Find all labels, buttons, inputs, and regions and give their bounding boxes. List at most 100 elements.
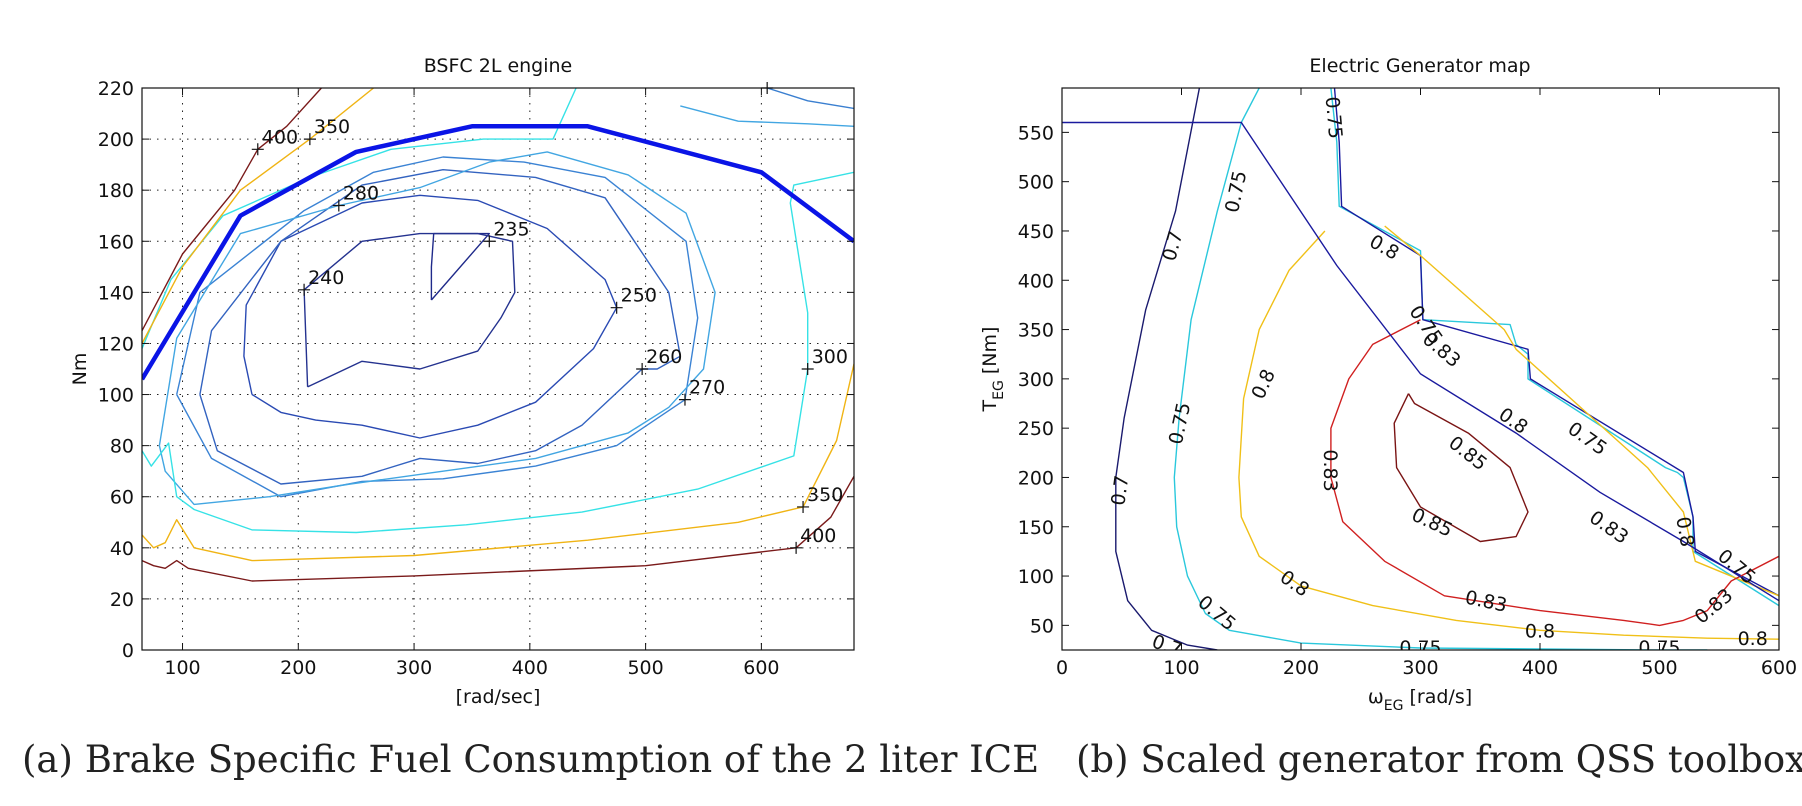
bsfc-contour-label: 235 xyxy=(493,218,529,240)
bsfc-max-torque-line xyxy=(142,124,854,381)
generator-xtick-label: 300 xyxy=(1402,657,1438,679)
bsfc-ytick-label: 160 xyxy=(98,231,134,253)
bsfc-contour-label: 270 xyxy=(689,377,725,399)
generator-contour-label: 0.8 xyxy=(1671,515,1698,549)
generator-contour-0.83 xyxy=(1330,319,1779,627)
generator-xtick-label: 500 xyxy=(1641,657,1677,679)
bsfc-contour-label: 240 xyxy=(308,267,344,289)
bsfc-ytick-label: 0 xyxy=(122,640,134,662)
generator-contour-label: 0.8 xyxy=(1525,620,1555,642)
generator-ytick-label: 550 xyxy=(1018,122,1054,144)
generator-contour-0.8 xyxy=(1384,225,1779,597)
bsfc-ytick-label: 120 xyxy=(98,333,134,355)
bsfc-contours xyxy=(142,88,854,582)
generator-ylabel-sub: EG xyxy=(991,380,1007,400)
generator-ytick-label: 250 xyxy=(1018,418,1054,440)
generator-xlabel: ωEG [rad/s] xyxy=(1368,686,1472,714)
generator-xtick-label: 0 xyxy=(1056,657,1068,679)
generator-contour-label: 0.8 xyxy=(1738,628,1768,650)
generator-contour-label: 0.75 xyxy=(1321,96,1347,140)
bsfc-contour-label: 300 xyxy=(812,346,848,368)
bsfc-contour-label: 280 xyxy=(343,183,379,205)
bsfc-plot-area xyxy=(142,88,854,650)
bsfc-marker xyxy=(298,283,311,296)
bsfc-ytick-label: 60 xyxy=(110,487,134,509)
bsfc-marker xyxy=(636,363,649,375)
bsfc-marker xyxy=(303,133,316,146)
bsfc-ytick-label: 80 xyxy=(110,436,134,458)
generator-ytick-label: 500 xyxy=(1018,172,1054,194)
bsfc-contour-edge xyxy=(766,88,854,110)
bsfc-xlabel: [rad/sec] xyxy=(456,686,541,708)
generator-plot-area xyxy=(1062,88,1779,650)
bsfc-contour-350 xyxy=(142,363,854,562)
bsfc-ytick-label: 100 xyxy=(98,385,134,407)
bsfc-contour-400 xyxy=(142,88,322,332)
bsfc-contour-240 xyxy=(303,232,516,388)
bsfc-contour-300 xyxy=(142,88,577,349)
generator-contour-0.8 xyxy=(1238,230,1779,640)
bsfc-contour-labels: 235 240 250 260 270 280 300 350 350 400 400 xyxy=(262,116,848,547)
bsfc-marker xyxy=(801,363,814,375)
bsfc-contour-280 xyxy=(158,151,716,506)
bsfc-contour-260 xyxy=(199,168,681,485)
bsfc-contour-label: 250 xyxy=(621,285,657,307)
generator-ytick-label: 350 xyxy=(1018,320,1054,342)
bsfc-marker xyxy=(678,393,691,406)
bsfc-ytick-label: 20 xyxy=(110,589,134,611)
generator-contour-0.75 xyxy=(1333,88,1779,597)
bsfc-xtick-label: 500 xyxy=(627,657,663,679)
bsfc-contour-label: 260 xyxy=(646,346,682,368)
generator-xtick-label: 400 xyxy=(1522,657,1558,679)
bsfc-marker xyxy=(332,199,345,212)
bsfc-markers xyxy=(251,82,814,554)
bsfc-ytick-label: 180 xyxy=(98,180,134,202)
generator-ytick-label: 200 xyxy=(1018,467,1054,489)
generator-xtick-label: 200 xyxy=(1283,657,1319,679)
bsfc-ytick-label: 140 xyxy=(98,282,134,304)
generator-xtick-label: 600 xyxy=(1761,657,1797,679)
bsfc-ytick-label: 220 xyxy=(98,78,134,100)
bsfc-ytick-label: 40 xyxy=(110,538,134,560)
bsfc-max-torque xyxy=(142,124,854,381)
bsfc-xtick-label: 600 xyxy=(743,657,779,679)
generator-xlabel-symbol: ω xyxy=(1368,686,1384,708)
generator-ylabel-symbol: T xyxy=(979,399,1001,412)
bsfc-marker xyxy=(483,235,496,248)
generator-contour-0.75 xyxy=(1173,88,1708,650)
bsfc-contour-400 xyxy=(142,475,854,582)
generator-chart: 0.750.750.7 0.80.750.830.80.75 0.8 0.750.85… xyxy=(979,55,1797,714)
caption-a: (a) Brake Specific Fuel Consumption of t… xyxy=(22,738,1040,781)
generator-ytick-label: 150 xyxy=(1018,517,1054,539)
generator-ytick-label: 450 xyxy=(1018,221,1054,243)
bsfc-contour-label: 400 xyxy=(800,525,836,547)
bsfc-contour-250 xyxy=(243,194,618,439)
generator-ticks: 0 100 200 300 400 500 600 50 100 150 200 250 300 350 4… xyxy=(1018,88,1797,679)
generator-contour-label: 0.83 xyxy=(1319,449,1341,491)
bsfc-marker xyxy=(251,143,264,156)
bsfc-contour-350 xyxy=(142,88,374,344)
bsfc-xtick-label: 400 xyxy=(512,657,548,679)
generator-ytick-label: 400 xyxy=(1018,270,1054,292)
bsfc-title: BSFC 2L engine xyxy=(424,55,573,77)
bsfc-marker xyxy=(797,500,810,513)
generator-title: Electric Generator map xyxy=(1309,55,1530,77)
generator-contour-0.85 xyxy=(1393,393,1529,543)
bsfc-contour-label: 350 xyxy=(807,484,843,506)
generator-xlabel-unit: [rad/s] xyxy=(1403,686,1472,708)
generator-xlabel-sub: EG xyxy=(1384,698,1404,714)
generator-ylabel: TEG [Nm] xyxy=(979,327,1007,413)
generator-envelope xyxy=(1062,121,1779,602)
bsfc-contour-label: 350 xyxy=(314,116,350,138)
bsfc-xtick-label: 100 xyxy=(164,657,200,679)
generator-ylabel-unit: [Nm] xyxy=(979,327,1001,381)
bsfc-contour-label: 400 xyxy=(262,126,298,148)
generator-ytick-label: 300 xyxy=(1018,369,1054,391)
bsfc-marker xyxy=(610,301,623,314)
bsfc-ylabel: Nm xyxy=(69,353,91,386)
bsfc-marker xyxy=(790,541,803,554)
bsfc-chart: 235 240 250 260 270 280 300 350 350 400 400 100 20 0… xyxy=(69,55,855,708)
generator-contour-0.7 xyxy=(1115,88,1218,650)
bsfc-ticks: 100 200 300 400 500 600 0 20 40 60 80 100 120 140 160 1… xyxy=(98,78,854,679)
